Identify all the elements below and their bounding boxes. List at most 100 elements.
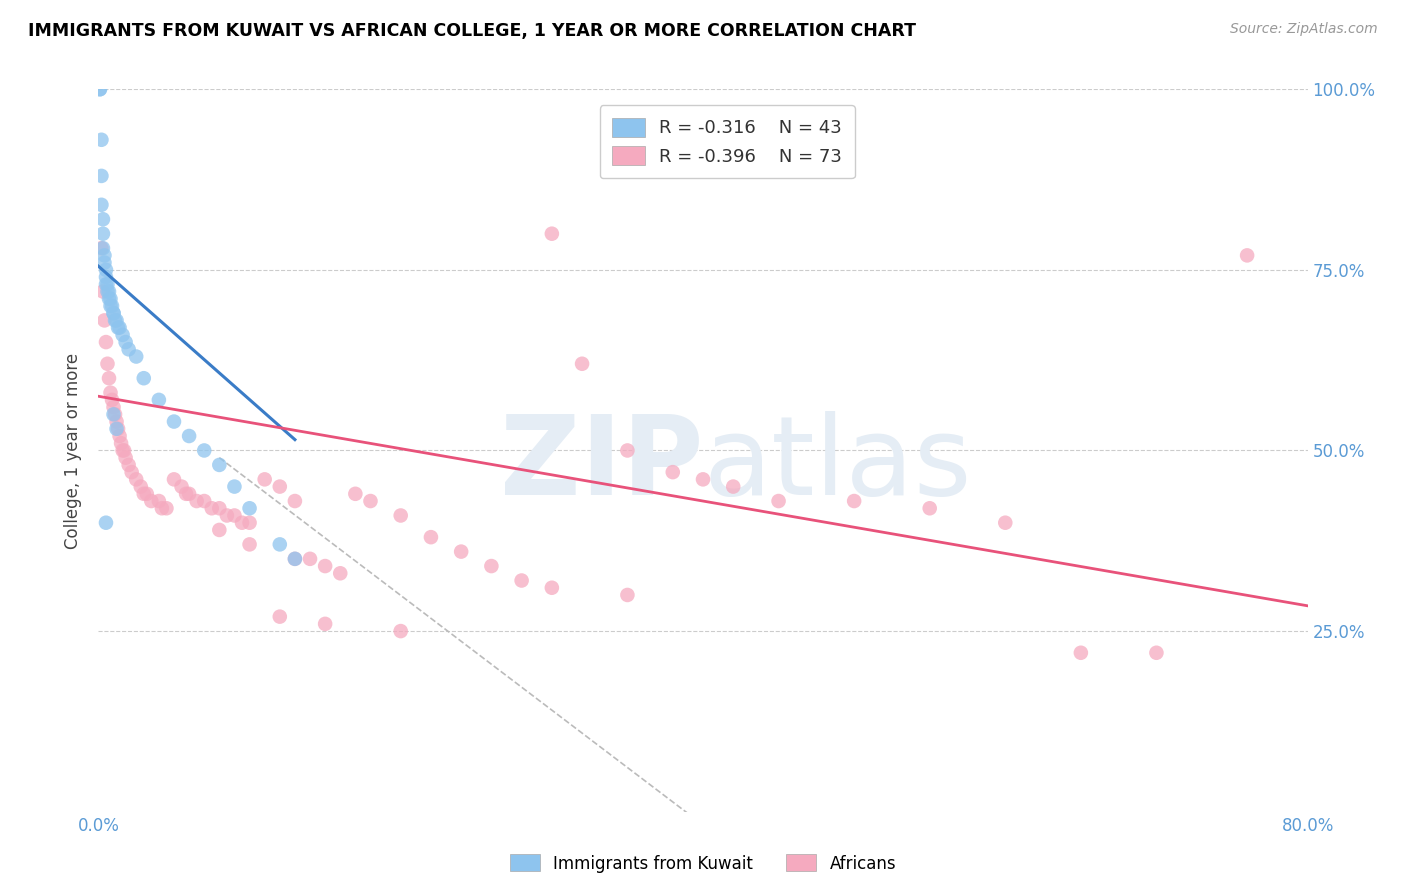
Point bbox=[103, 306, 125, 320]
Point bbox=[389, 624, 412, 639]
Point bbox=[110, 436, 132, 450]
Point bbox=[96, 285, 118, 299]
Point bbox=[93, 313, 115, 327]
Point bbox=[616, 443, 638, 458]
Point bbox=[103, 400, 125, 414]
Legend: Immigrants from Kuwait, Africans: Immigrants from Kuwait, Africans bbox=[503, 847, 903, 880]
Point bbox=[90, 198, 112, 212]
Point bbox=[193, 443, 215, 458]
Point bbox=[94, 334, 117, 349]
Point bbox=[163, 472, 186, 486]
Point bbox=[91, 212, 114, 227]
Point bbox=[105, 422, 128, 436]
Point bbox=[768, 494, 790, 508]
Point bbox=[170, 480, 193, 494]
Point bbox=[101, 299, 124, 313]
Point bbox=[179, 429, 201, 443]
Point bbox=[103, 306, 125, 320]
Point bbox=[104, 313, 127, 327]
Point bbox=[100, 385, 122, 400]
Point bbox=[91, 227, 114, 241]
Point bbox=[100, 292, 122, 306]
Point bbox=[269, 609, 291, 624]
Point bbox=[174, 487, 197, 501]
Point bbox=[616, 588, 638, 602]
Point bbox=[239, 501, 262, 516]
Point bbox=[93, 255, 115, 269]
Point bbox=[91, 241, 114, 255]
Point bbox=[360, 494, 382, 508]
Point bbox=[208, 501, 231, 516]
Point bbox=[179, 487, 201, 501]
Point bbox=[299, 551, 322, 566]
Point bbox=[201, 501, 224, 516]
Point bbox=[98, 292, 121, 306]
Point bbox=[1236, 248, 1258, 262]
Point bbox=[129, 480, 152, 494]
Point bbox=[329, 566, 352, 581]
Point bbox=[540, 581, 562, 595]
Point bbox=[89, 82, 111, 96]
Point bbox=[107, 320, 129, 334]
Point bbox=[150, 501, 173, 516]
Point bbox=[90, 169, 112, 183]
Point bbox=[118, 458, 141, 472]
Point bbox=[269, 480, 291, 494]
Point bbox=[90, 241, 112, 255]
Point bbox=[125, 472, 148, 486]
Point bbox=[148, 494, 170, 508]
Point bbox=[215, 508, 238, 523]
Point bbox=[132, 371, 155, 385]
Point bbox=[118, 343, 141, 357]
Point bbox=[111, 327, 134, 342]
Point bbox=[239, 516, 262, 530]
Point bbox=[114, 334, 136, 349]
Point bbox=[91, 285, 114, 299]
Point bbox=[135, 487, 157, 501]
Point bbox=[269, 537, 291, 551]
Point bbox=[510, 574, 533, 588]
Point bbox=[193, 494, 215, 508]
Point bbox=[450, 544, 472, 558]
Point bbox=[125, 350, 148, 364]
Legend: R = -0.316    N = 43, R = -0.396    N = 73: R = -0.316 N = 43, R = -0.396 N = 73 bbox=[599, 105, 855, 178]
Point bbox=[1144, 646, 1167, 660]
Point bbox=[389, 508, 412, 523]
Point bbox=[89, 82, 111, 96]
Point bbox=[141, 494, 163, 508]
Point bbox=[93, 248, 115, 262]
Point bbox=[994, 516, 1017, 530]
Point bbox=[114, 450, 136, 465]
Point bbox=[100, 299, 122, 313]
Point bbox=[163, 415, 186, 429]
Point bbox=[314, 616, 336, 631]
Point bbox=[253, 472, 276, 486]
Point bbox=[108, 320, 131, 334]
Point bbox=[101, 392, 124, 407]
Point bbox=[186, 494, 208, 508]
Point bbox=[692, 472, 714, 486]
Point bbox=[111, 443, 134, 458]
Point bbox=[105, 313, 128, 327]
Point bbox=[94, 277, 117, 292]
Point bbox=[224, 508, 246, 523]
Point bbox=[94, 262, 117, 277]
Point bbox=[918, 501, 941, 516]
Point bbox=[98, 371, 121, 385]
Point bbox=[108, 429, 131, 443]
Point bbox=[661, 465, 683, 479]
Point bbox=[96, 277, 118, 292]
Point bbox=[105, 415, 128, 429]
Point bbox=[284, 494, 307, 508]
Text: IMMIGRANTS FROM KUWAIT VS AFRICAN COLLEGE, 1 YEAR OR MORE CORRELATION CHART: IMMIGRANTS FROM KUWAIT VS AFRICAN COLLEG… bbox=[28, 22, 917, 40]
Point bbox=[231, 516, 253, 530]
Point bbox=[103, 407, 125, 421]
Point bbox=[104, 407, 127, 421]
Point bbox=[107, 422, 129, 436]
Point bbox=[284, 551, 307, 566]
Point bbox=[148, 392, 170, 407]
Point bbox=[90, 133, 112, 147]
Point bbox=[284, 551, 307, 566]
Text: ZIP: ZIP bbox=[499, 411, 703, 518]
Point bbox=[98, 285, 121, 299]
